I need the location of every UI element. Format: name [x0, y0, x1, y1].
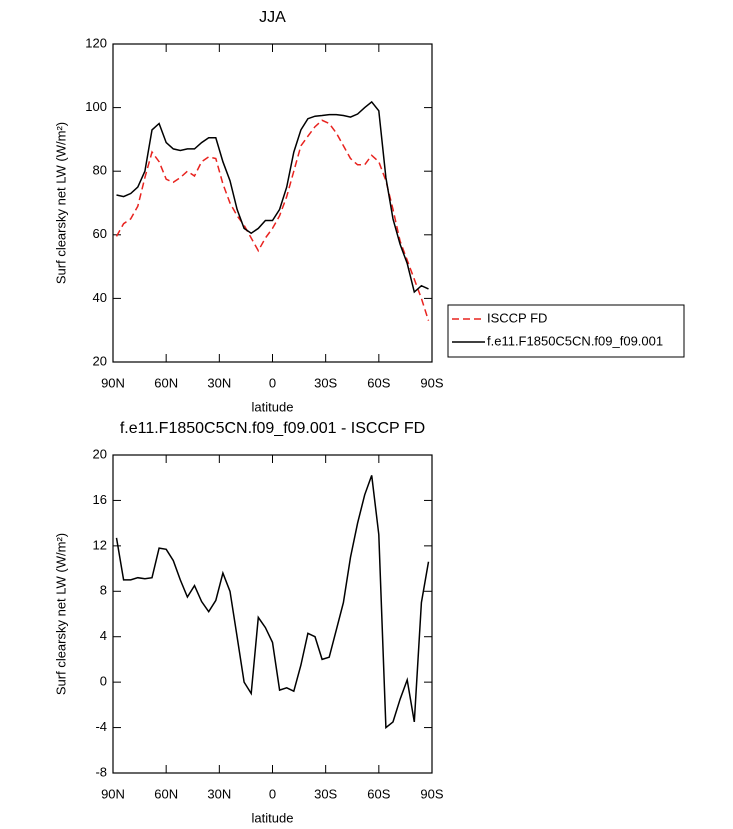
- plot-frame: [112, 454, 433, 774]
- legend-box: [447, 304, 685, 358]
- y-tick-label: 120: [85, 35, 107, 50]
- x-tick-label: 90N: [101, 786, 125, 801]
- x-tick-label: 60N: [154, 375, 178, 390]
- x-tick-label: 90S: [420, 786, 443, 801]
- y-axis-label: Surf clearsky net LW (W/m²): [53, 533, 68, 695]
- x-tick-label: 30S: [314, 786, 337, 801]
- plot-frame: [112, 43, 433, 363]
- y-tick-label: 40: [93, 290, 107, 305]
- y-axis-label: Surf clearsky net LW (W/m²): [53, 122, 68, 284]
- x-tick-label: 60N: [154, 786, 178, 801]
- chart-title: f.e11.F1850C5CN.f09_f09.001 - ISCCP FD: [120, 420, 425, 437]
- x-axis-label: latitude: [252, 810, 294, 825]
- y-tick-label: 16: [93, 492, 107, 507]
- y-tick-label: 20: [93, 353, 107, 368]
- y-tick-label: 80: [93, 163, 107, 178]
- x-tick-label: 90N: [101, 375, 125, 390]
- y-tick-label: 4: [100, 628, 107, 643]
- x-tick-label: 60S: [367, 375, 390, 390]
- chart-title: JJA: [259, 9, 286, 26]
- x-tick-label: 0: [269, 786, 276, 801]
- y-tick-label: 12: [93, 537, 107, 552]
- legend-label: ISCCP FD: [487, 310, 547, 325]
- data-line: [115, 475, 430, 730]
- y-tick-label: 0: [100, 674, 107, 689]
- data-line: [115, 119, 430, 321]
- x-tick-label: 30N: [207, 375, 231, 390]
- x-axis-label: latitude: [252, 399, 294, 414]
- x-tick-label: 0: [269, 375, 276, 390]
- x-tick-label: 90S: [420, 375, 443, 390]
- y-tick-label: 60: [93, 226, 107, 241]
- data-line: [116, 100, 429, 294]
- y-tick-label: 8: [100, 583, 107, 598]
- x-tick-label: 30N: [207, 786, 231, 801]
- y-tick-label: -4: [95, 719, 107, 734]
- y-tick-label: 100: [85, 99, 107, 114]
- y-tick-label: -8: [95, 764, 107, 779]
- x-tick-label: 30S: [314, 375, 337, 390]
- x-tick-label: 60S: [367, 786, 390, 801]
- legend-label: f.e11.F1850C5CN.f09_f09.001: [487, 333, 663, 348]
- y-tick-label: 20: [93, 446, 107, 461]
